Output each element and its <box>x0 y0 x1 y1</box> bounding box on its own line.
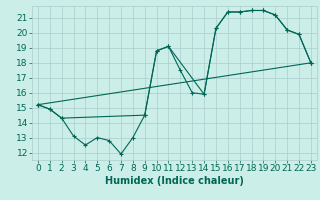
X-axis label: Humidex (Indice chaleur): Humidex (Indice chaleur) <box>105 176 244 186</box>
